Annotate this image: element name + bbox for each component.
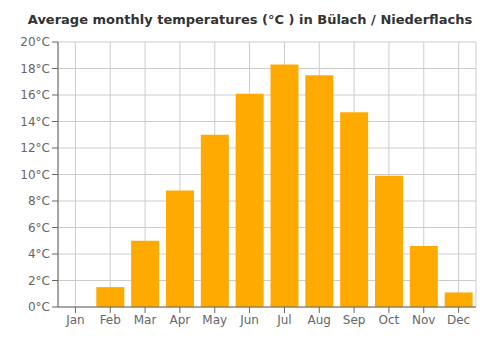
svg-text:Jan: Jan	[65, 313, 85, 327]
svg-text:2°C: 2°C	[28, 274, 50, 288]
svg-text:Dec: Dec	[447, 313, 470, 327]
svg-text:20°C: 20°C	[20, 35, 50, 49]
svg-text:4°C: 4°C	[28, 247, 50, 261]
svg-text:Nov: Nov	[412, 313, 435, 327]
svg-text:Jul: Jul	[276, 313, 291, 327]
svg-text:10°C: 10°C	[20, 168, 50, 182]
svg-text:Jun: Jun	[239, 313, 259, 327]
svg-text:16°C: 16°C	[20, 88, 50, 102]
svg-text:Mar: Mar	[134, 313, 157, 327]
svg-text:Feb: Feb	[100, 313, 121, 327]
svg-text:8°C: 8°C	[28, 194, 50, 208]
svg-text:12°C: 12°C	[20, 141, 50, 155]
svg-text:6°C: 6°C	[28, 221, 50, 235]
svg-text:May: May	[202, 313, 227, 327]
svg-text:0°C: 0°C	[28, 300, 50, 314]
svg-text:Sep: Sep	[343, 313, 366, 327]
svg-text:Aug: Aug	[308, 313, 331, 327]
html-text:Average monthly temperatures (: Average monthly temperatures (°C ) in Bü…	[27, 12, 473, 27]
svg-text:Apr: Apr	[170, 313, 191, 327]
svg-text:18°C: 18°C	[20, 62, 50, 76]
svg-text:14°C: 14°C	[20, 115, 50, 129]
svg-text:Oct: Oct	[379, 313, 400, 327]
